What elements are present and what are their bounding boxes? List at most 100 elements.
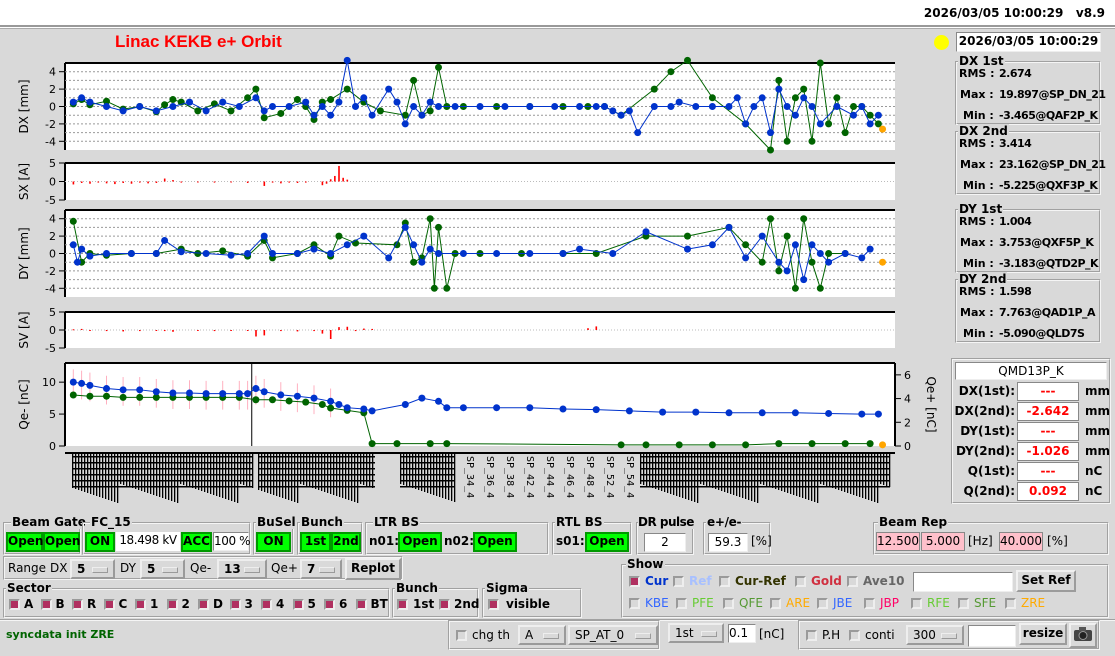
n02-open-button[interactable]: Open bbox=[473, 532, 517, 552]
show-sfe-checkbox[interactable] bbox=[958, 598, 969, 609]
show-ref-checkbox[interactable] bbox=[673, 576, 684, 587]
sector-checkbox-1[interactable] bbox=[135, 599, 146, 610]
steering-bar bbox=[80, 328, 83, 330]
rtl-bs-group: RTL BS s01: Open bbox=[552, 515, 632, 555]
show-kbe-checkbox[interactable] bbox=[629, 598, 640, 609]
bunch-1st-button[interactable]: 1st bbox=[300, 532, 331, 552]
conti-checkbox[interactable] bbox=[849, 630, 860, 641]
overlapping-label-mark bbox=[354, 454, 356, 502]
bunch-2nd-checkbox[interactable] bbox=[439, 599, 450, 610]
y-tick-label: 0 bbox=[49, 440, 56, 453]
sector-checkbox-bt[interactable] bbox=[355, 599, 367, 610]
show-jbe-checkbox[interactable] bbox=[817, 598, 828, 609]
range-qe-minus-menu[interactable]: 13 bbox=[217, 559, 267, 579]
resize-button[interactable]: resize bbox=[1019, 623, 1067, 645]
sigma-visible-checkbox[interactable] bbox=[488, 599, 499, 610]
overlapping-label-mark bbox=[171, 454, 173, 501]
sector-checkbox-2[interactable] bbox=[166, 599, 178, 610]
rms-label: RMS : bbox=[959, 285, 995, 298]
camera-button[interactable] bbox=[1069, 623, 1097, 648]
overlapping-label-mark bbox=[138, 454, 140, 490]
rms-value: 2.674 bbox=[999, 67, 1032, 80]
second-bunch-point bbox=[493, 250, 501, 257]
show-rfe-checkbox[interactable] bbox=[911, 598, 922, 609]
beam-gate-open-2[interactable]: Open bbox=[43, 532, 80, 552]
steering-bar bbox=[296, 330, 299, 332]
chg-threshold-input[interactable]: 0.1 bbox=[728, 624, 756, 643]
ph-checkbox[interactable] bbox=[806, 630, 817, 641]
sx-plot: 5 0 -5 SX [A] bbox=[17, 157, 895, 207]
show-gold-checkbox[interactable] bbox=[795, 576, 806, 587]
busel-on-button[interactable]: ON bbox=[256, 532, 291, 552]
qe-minus-point bbox=[244, 390, 252, 398]
sector-checkbox-c[interactable] bbox=[103, 599, 115, 610]
replot-button[interactable]: Replot bbox=[345, 558, 401, 580]
bpm-row-value: --- bbox=[1017, 382, 1079, 401]
overlapping-label-mark bbox=[258, 456, 375, 458]
overlapping-label-mark bbox=[862, 454, 864, 498]
set-ref-button[interactable]: Set Ref bbox=[1016, 570, 1076, 592]
bunch-1st-checkbox[interactable] bbox=[397, 599, 408, 610]
range-qe-plus-menu[interactable]: 7 bbox=[300, 559, 342, 579]
beam-gate-open-1[interactable]: Open bbox=[6, 532, 43, 552]
max-label: Max : bbox=[960, 88, 994, 101]
chg-bunch-menu[interactable]: 1st bbox=[668, 623, 724, 643]
selected-bpm-marker bbox=[879, 258, 887, 266]
show-zre-checkbox[interactable] bbox=[1005, 598, 1016, 609]
show-are-checkbox[interactable] bbox=[770, 598, 781, 609]
n01-open-button[interactable]: Open bbox=[398, 532, 442, 552]
range-dy-menu[interactable]: 5 bbox=[140, 559, 185, 579]
conti-interval-menu[interactable]: 300 bbox=[906, 625, 964, 645]
fc15-acc-button[interactable]: ACC bbox=[181, 532, 212, 552]
ph-input[interactable] bbox=[968, 625, 1016, 647]
sector-checkbox-4[interactable] bbox=[261, 599, 272, 610]
first-bunch-point bbox=[791, 94, 799, 102]
overlapping-label-mark bbox=[712, 454, 714, 488]
chg-sector-menu[interactable]: A bbox=[518, 625, 566, 645]
sector-checkbox-a[interactable] bbox=[9, 599, 20, 610]
sector-checkbox-b[interactable] bbox=[40, 599, 52, 610]
steering-bar bbox=[354, 330, 357, 332]
y-axis-label: DY [mm] bbox=[17, 227, 31, 279]
ref-input[interactable] bbox=[913, 572, 1013, 592]
show-qfe-checkbox[interactable] bbox=[723, 598, 734, 609]
chg-bpm-menu[interactable]: SP_AT_0 bbox=[568, 625, 658, 645]
ratio-unit: [%] bbox=[751, 534, 772, 548]
sector-label: 4 bbox=[276, 597, 285, 611]
show-cur-checkbox[interactable] bbox=[629, 576, 640, 587]
first-bunch-point bbox=[335, 232, 343, 240]
beam-gate-group: Beam Gate Open Open bbox=[3, 515, 87, 555]
beam-rep-title: Beam Rep bbox=[878, 515, 949, 529]
show-pfe-checkbox[interactable] bbox=[676, 598, 687, 609]
second-bunch-point bbox=[235, 103, 243, 110]
sector-checkbox-5[interactable] bbox=[292, 599, 304, 610]
bpm-row-label: Q(1st): bbox=[967, 464, 1015, 478]
bunch-select-title: Bunch bbox=[395, 581, 439, 595]
sector-checkbox-d[interactable] bbox=[198, 599, 209, 610]
show-cur-ref-label: Cur-Ref bbox=[735, 574, 786, 588]
first-bunch-point bbox=[833, 94, 841, 102]
show-ave10-checkbox[interactable] bbox=[847, 576, 858, 587]
overlapping-label-mark bbox=[640, 480, 890, 482]
s01-open-button[interactable]: Open bbox=[585, 532, 629, 552]
bunch-2nd-button[interactable]: 2nd bbox=[331, 532, 361, 552]
range-dx-menu[interactable]: 5 bbox=[70, 559, 115, 579]
sector-label: 5 bbox=[307, 597, 316, 611]
show-jbp-checkbox[interactable] bbox=[864, 598, 875, 609]
overlapping-label-mark bbox=[406, 454, 408, 486]
chg-th-checkbox[interactable] bbox=[456, 630, 467, 641]
sector-checkbox-r[interactable] bbox=[72, 599, 83, 610]
fc15-on-button[interactable]: ON bbox=[85, 532, 115, 552]
overlapping-label-mark bbox=[841, 454, 843, 491]
qe-minus-point bbox=[592, 406, 600, 414]
qe-minus-point bbox=[103, 385, 110, 393]
steering-bar bbox=[371, 328, 373, 330]
second-bunch-point bbox=[791, 241, 799, 249]
steering-bar bbox=[172, 180, 174, 182]
sector-checkbox-3[interactable] bbox=[229, 599, 241, 610]
sector-label: BT bbox=[370, 597, 388, 611]
show-cur-ref-checkbox[interactable] bbox=[719, 576, 730, 587]
sector-checkbox-6[interactable] bbox=[324, 599, 335, 610]
overlapping-label-mark bbox=[114, 454, 116, 502]
qe-minus-point bbox=[327, 397, 335, 405]
